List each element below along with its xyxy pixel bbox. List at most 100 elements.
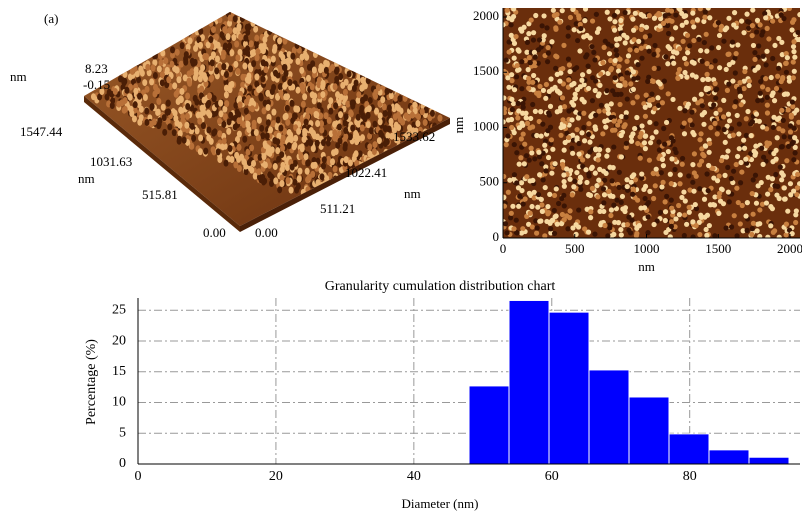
grain [210, 26, 216, 34]
grain [584, 179, 590, 186]
grain [637, 155, 643, 161]
grain [760, 29, 766, 35]
grain [687, 43, 693, 49]
grain [770, 229, 776, 235]
grain [577, 84, 583, 90]
grain [699, 102, 705, 109]
grain [757, 207, 763, 213]
grain [788, 114, 794, 120]
grain [754, 29, 760, 35]
grain [789, 19, 796, 25]
grain [566, 134, 572, 141]
grain [773, 171, 779, 178]
grain [538, 133, 544, 139]
grain [258, 176, 264, 184]
grain [725, 164, 731, 170]
grain [726, 15, 732, 21]
grain [343, 126, 349, 134]
grain [290, 83, 296, 91]
grain [693, 223, 699, 229]
grain [560, 65, 566, 72]
grain [340, 81, 346, 89]
grain [550, 146, 556, 152]
grain [753, 200, 760, 206]
grain [731, 213, 737, 219]
grain [259, 124, 265, 132]
grain [265, 119, 271, 127]
grain [760, 124, 766, 130]
grain [738, 18, 745, 24]
grain [677, 181, 683, 187]
grain [165, 108, 171, 116]
grain [680, 38, 686, 44]
grain [653, 129, 659, 135]
grain [281, 75, 287, 83]
grain [624, 177, 630, 183]
grain [565, 226, 571, 232]
grain [541, 13, 547, 19]
grain [503, 194, 507, 201]
grain [258, 43, 264, 51]
grain [611, 202, 617, 208]
grain [585, 229, 592, 235]
grain [710, 165, 716, 172]
grain [790, 43, 797, 50]
grain [655, 47, 661, 54]
grain [724, 87, 731, 93]
chart-title: Granularity cumulation distribution char… [325, 279, 556, 294]
grain [407, 124, 413, 132]
grain [579, 77, 585, 83]
grain [301, 135, 307, 143]
grain [722, 172, 728, 178]
grain [773, 85, 780, 92]
grain [223, 78, 229, 86]
grain [183, 58, 189, 66]
grain [642, 133, 648, 139]
grain [503, 173, 507, 180]
grain [219, 31, 225, 39]
grain [279, 151, 285, 159]
grain [771, 98, 778, 104]
grain [743, 132, 749, 139]
grain [736, 121, 742, 127]
grain [524, 39, 531, 45]
grain [668, 219, 675, 225]
grain [605, 147, 611, 153]
grain [423, 106, 429, 114]
grain [691, 24, 697, 30]
grain [704, 71, 710, 77]
grain [604, 103, 610, 109]
grain [316, 102, 322, 110]
grain [323, 59, 329, 67]
grain [196, 36, 202, 44]
right-axis-label: 511.21 [320, 201, 355, 216]
grain [683, 61, 690, 67]
grain [160, 49, 166, 57]
grain [633, 233, 640, 238]
grain [328, 97, 334, 105]
grain [686, 204, 692, 210]
grain [254, 34, 260, 42]
grain [645, 230, 651, 236]
grain [296, 175, 302, 183]
grain [559, 161, 566, 168]
grain [526, 190, 533, 196]
grain [279, 180, 285, 188]
grain [535, 60, 541, 66]
grain [764, 126, 770, 132]
grain [606, 222, 613, 228]
grain [519, 59, 525, 65]
grain [771, 114, 777, 120]
grain [284, 157, 290, 165]
grain [372, 120, 378, 128]
grain [559, 95, 566, 101]
grain [236, 111, 242, 119]
grain [138, 105, 144, 113]
grain [131, 115, 137, 123]
grain [643, 24, 650, 30]
grain [744, 227, 750, 233]
grain [342, 119, 348, 127]
grain [514, 230, 520, 236]
grain [759, 145, 765, 151]
grain [645, 214, 651, 220]
